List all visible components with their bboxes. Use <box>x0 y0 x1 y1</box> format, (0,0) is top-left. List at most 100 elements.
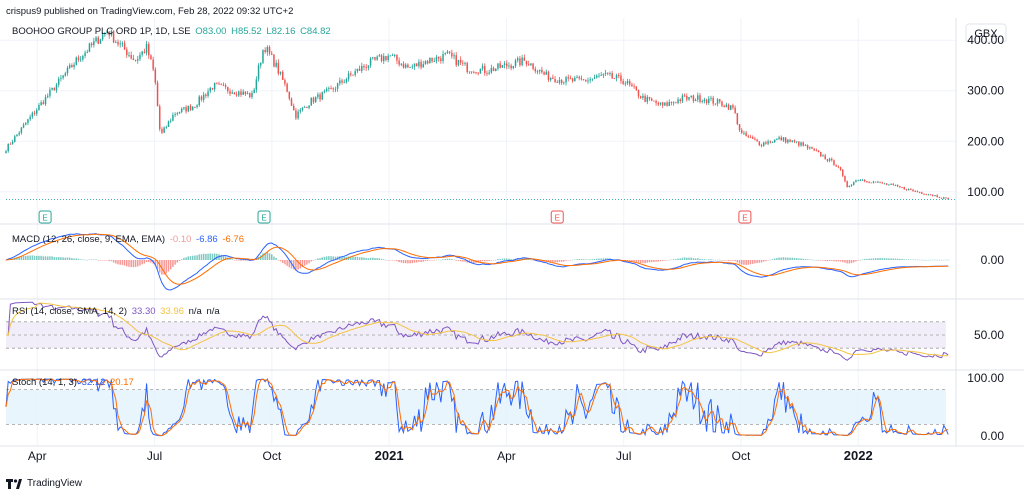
price-candle <box>470 71 473 74</box>
candle-body <box>736 113 739 125</box>
stoch-d-value: 20.17 <box>110 377 134 388</box>
price-candle <box>165 125 168 129</box>
rsi-na-2: n/a <box>206 306 220 317</box>
earnings-marker-box <box>257 210 271 224</box>
macd-histogram-bar <box>852 260 855 263</box>
candle-body <box>154 69 157 83</box>
candle-body <box>538 69 541 72</box>
time-axis[interactable]: Apr Jul Oct 2021 Apr Jul Oct 2022 <box>28 448 873 463</box>
candle-body <box>552 77 554 80</box>
macd-histogram-bar <box>870 258 873 260</box>
price-candle <box>668 99 671 107</box>
candle-body <box>71 65 73 68</box>
macd-histogram-bar <box>736 260 739 263</box>
macd-histogram-bar <box>451 259 453 260</box>
price-candle <box>167 120 170 128</box>
candle-body <box>172 114 174 121</box>
macd-histogram-bar <box>905 259 908 260</box>
price-candle <box>442 50 444 64</box>
candle-body <box>604 72 607 74</box>
macd-histogram-bar <box>589 259 591 260</box>
candle-body <box>484 66 486 73</box>
price-candle <box>754 136 756 141</box>
price-candle <box>795 141 798 144</box>
price-candle <box>433 57 436 63</box>
price-candle <box>940 197 943 199</box>
price-candle <box>725 102 728 108</box>
stoch-pane[interactable] <box>5 378 949 437</box>
candle-body <box>29 116 31 120</box>
price-candle <box>464 61 466 66</box>
price-candle <box>415 63 418 67</box>
price-axis-label: 100.00 <box>967 185 1004 199</box>
macd-histogram-bar <box>20 256 23 260</box>
price-candle <box>765 140 767 145</box>
candle-body <box>793 140 796 142</box>
candle-body <box>429 57 431 64</box>
macd-histogram-bar <box>732 260 734 261</box>
candle-body <box>839 167 842 170</box>
candle-body <box>833 160 835 166</box>
price-candle <box>189 104 192 112</box>
macd-histogram-bar <box>554 260 556 263</box>
candle-body <box>191 106 194 110</box>
candle-body <box>77 57 80 60</box>
candle-body <box>894 185 897 186</box>
candle-body <box>51 87 53 90</box>
price-candle <box>479 68 482 74</box>
candle-body <box>798 141 800 146</box>
price-candle <box>598 72 600 78</box>
macd-histogram-bar <box>842 260 844 263</box>
price-axis-label: 300.00 <box>967 84 1004 98</box>
macd-histogram-bar <box>604 258 607 260</box>
candle-body <box>690 95 692 97</box>
candle-body <box>57 78 60 85</box>
candle-body <box>42 102 45 105</box>
macd-histogram-bar <box>253 260 255 261</box>
price-candle <box>363 64 365 71</box>
macd-histogram-bar <box>209 253 211 260</box>
price-candle <box>541 66 543 74</box>
price-candle <box>773 139 776 144</box>
price-candle <box>782 137 785 143</box>
macd-histogram-bar <box>295 260 297 271</box>
candle-body <box>14 136 16 142</box>
macd-histogram-bar <box>71 258 73 260</box>
rsi-pane[interactable] <box>6 301 949 361</box>
macd-histogram-bar <box>664 260 666 261</box>
macd-histogram-bar <box>661 260 664 262</box>
price-candle <box>321 91 324 101</box>
macd-pane[interactable] <box>5 233 949 291</box>
price-candle <box>391 53 394 56</box>
price-candle <box>644 93 646 103</box>
macd-histogram-bar <box>714 259 717 261</box>
candle-body <box>453 55 455 57</box>
price-candle <box>857 179 859 182</box>
ohlc-close: C84.82 <box>300 26 331 37</box>
candle-body <box>910 189 912 190</box>
macd-histogram-bar <box>154 260 157 266</box>
macd-histogram-bar <box>448 258 451 260</box>
price-candle <box>227 86 229 94</box>
candle-body <box>200 96 203 100</box>
macd-histogram-bar <box>459 260 462 262</box>
candle-body <box>639 96 642 98</box>
price-pane[interactable] <box>5 29 956 200</box>
price-candle <box>62 74 64 80</box>
candle-body <box>46 95 49 97</box>
macd-histogram-bar <box>839 260 842 262</box>
price-candle <box>868 181 870 184</box>
price-candle <box>890 183 892 185</box>
candle-body <box>773 139 776 143</box>
candle-body <box>253 89 255 93</box>
macd-histogram-bar <box>75 258 78 260</box>
price-candle <box>268 45 271 56</box>
price-candle <box>25 121 27 126</box>
macd-histogram-bar <box>407 260 409 264</box>
candle-body <box>227 86 229 92</box>
price-candle <box>68 63 71 70</box>
footer-brand[interactable]: TradingView <box>6 478 82 489</box>
macd-histogram-bar <box>57 257 60 260</box>
